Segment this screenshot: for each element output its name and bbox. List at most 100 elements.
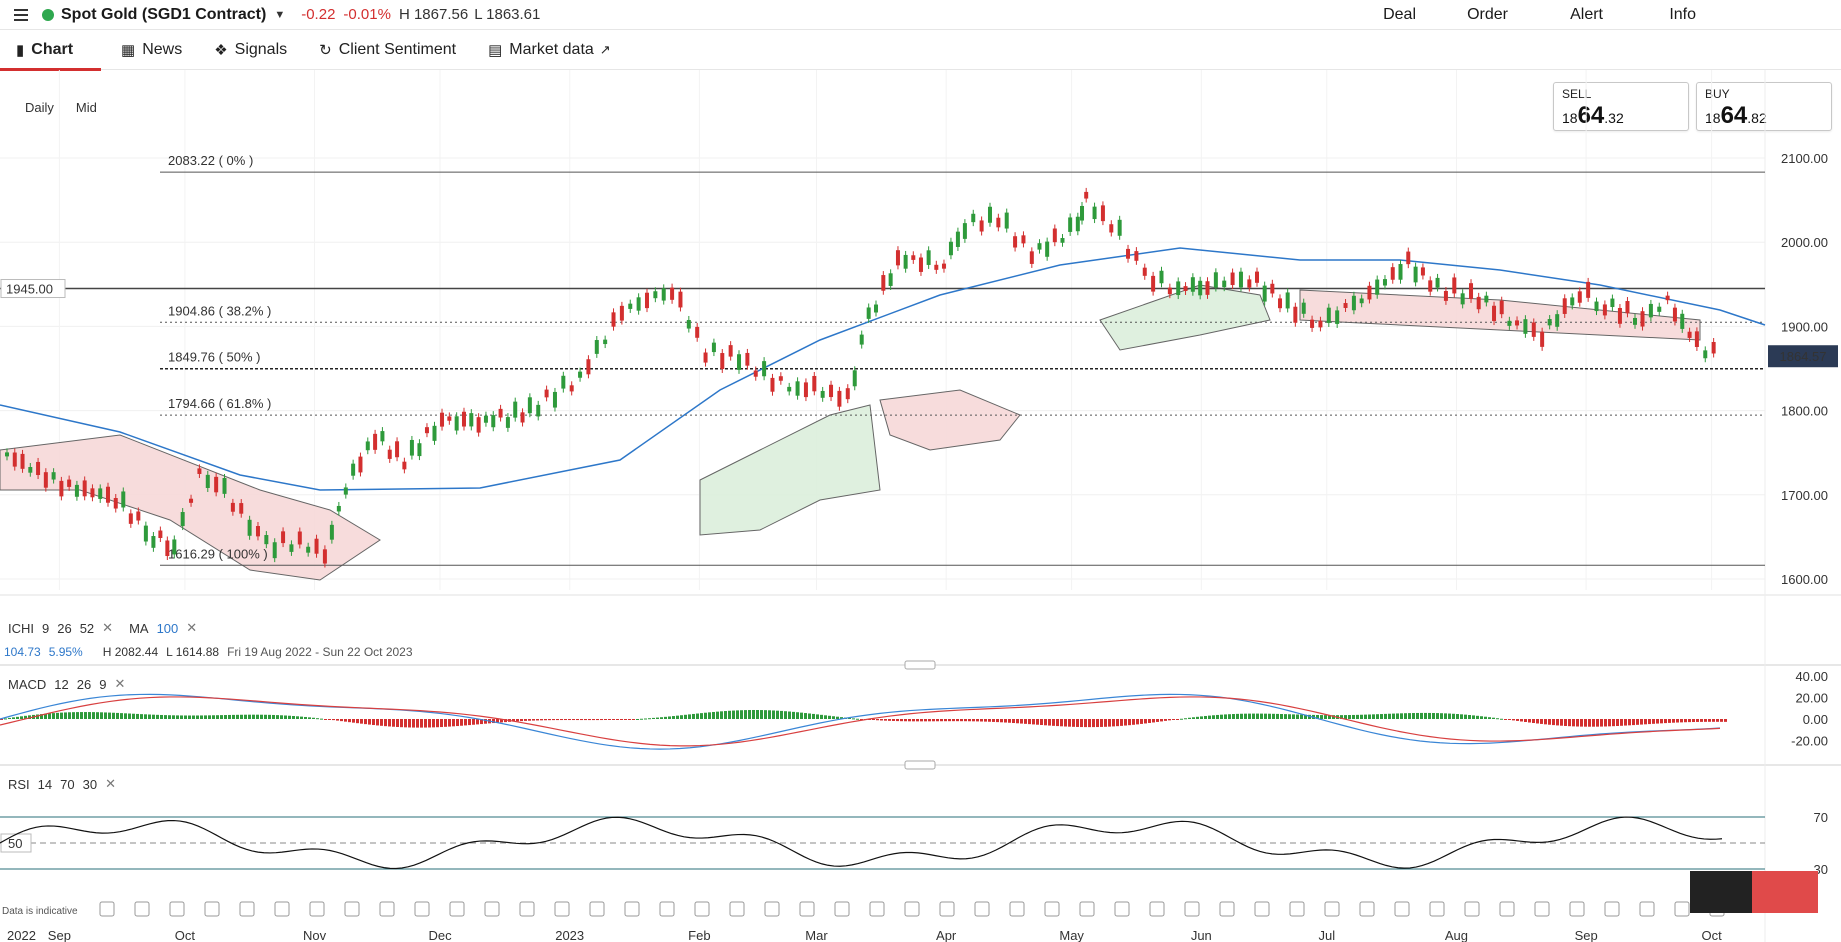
macd-histogram-bar — [1468, 715, 1471, 719]
candle-up — [98, 488, 103, 499]
macd-histogram-bar — [668, 716, 671, 719]
tab-client-sentiment[interactable]: ↻ Client Sentiment — [303, 30, 472, 70]
candle-down — [895, 250, 900, 266]
macd-histogram-bar — [1320, 715, 1323, 719]
candle-up — [987, 206, 992, 223]
chevron-down-icon[interactable]: ▼ — [274, 8, 286, 21]
macd-histogram-bar — [52, 713, 55, 719]
calendar-event-icon — [974, 901, 990, 917]
alert-button[interactable]: Alert — [1570, 5, 1603, 23]
macd-histogram-bar — [1264, 713, 1267, 719]
sell-quote-button[interactable]: SELL 1864.32 — [1553, 82, 1689, 131]
tab-label: Market data — [509, 40, 594, 58]
macd-histogram-bar — [404, 719, 407, 728]
macd-histogram-bar — [116, 712, 119, 719]
tab-signals[interactable]: ❖ Signals — [198, 30, 303, 70]
macd-histogram-bar — [776, 710, 779, 719]
calendar-event-icon — [764, 901, 780, 917]
candle-down — [1586, 281, 1591, 298]
instrument-name[interactable]: Spot Gold (SGD1 Contract) — [61, 5, 267, 23]
candle-up — [121, 491, 126, 508]
macd-histogram-bar — [1500, 718, 1503, 720]
price-chart[interactable]: 2083.22 ( 0% ) 1904.86 ( 38.2% ) 1849.76 (… — [0, 70, 1841, 942]
macd-histogram-bar — [1360, 714, 1363, 719]
candle-up — [636, 297, 641, 311]
macd-histogram-bar — [212, 715, 215, 719]
candle-down — [1665, 295, 1670, 301]
signal-icon: ❖ — [214, 41, 228, 59]
remove-ichi-icon[interactable]: ✕ — [102, 620, 114, 635]
candle-up — [491, 415, 496, 428]
candle-down — [281, 531, 286, 544]
macd-histogram-bar — [1704, 719, 1707, 722]
macd-histogram-bar — [504, 719, 507, 723]
calendar-event-icon — [624, 901, 640, 917]
macd-histogram-bar — [24, 715, 27, 719]
candle-down — [1109, 224, 1114, 233]
macd-histogram-bar — [232, 714, 235, 719]
calendar-event-icon — [694, 901, 710, 917]
candle-down — [402, 461, 407, 470]
macd-histogram-bar — [1280, 714, 1283, 719]
macd-histogram-bar — [492, 719, 495, 724]
candle-up — [762, 361, 767, 377]
deal-button[interactable]: Deal — [1383, 5, 1416, 23]
candle-down — [569, 385, 574, 392]
price-tick-label: 2000.00 — [1781, 235, 1828, 250]
macd-histogram-bar — [1572, 719, 1575, 727]
macd-histogram-bar — [592, 719, 595, 721]
macd-histogram-bar — [1352, 714, 1355, 719]
info-button[interactable]: Info — [1669, 5, 1696, 23]
remove-ma-icon[interactable]: ✕ — [186, 620, 198, 635]
price-type-dropdown[interactable]: Mid — [75, 100, 97, 115]
macd-histogram-bar — [976, 719, 979, 722]
external-link-icon: ↗ — [599, 41, 611, 57]
macd-histogram-bar — [1200, 716, 1203, 719]
candle-up — [74, 484, 79, 497]
macd-histogram-bar — [1716, 719, 1719, 722]
macd-histogram-bar — [1564, 719, 1567, 726]
macd-histogram-bar — [56, 712, 59, 719]
macd-histogram-bar — [1324, 715, 1327, 719]
calendar-icon: ▤ — [488, 41, 503, 59]
macd-histogram-bar — [588, 719, 591, 721]
calendar-event-icon — [1429, 901, 1445, 917]
tab-market-data[interactable]: ▤ Market data ↗ — [472, 30, 627, 70]
candle-up — [1359, 298, 1364, 304]
macd-histogram-bar — [540, 719, 543, 721]
calendar-event-icon — [554, 901, 570, 917]
price-tick-label: 1700.00 — [1781, 488, 1828, 503]
macd-histogram-bar — [1332, 715, 1335, 719]
macd-histogram-bar — [476, 719, 479, 725]
macd-histogram-bar — [872, 719, 875, 721]
calendar-event-icon — [1114, 901, 1130, 917]
hamburger-menu-icon[interactable] — [14, 8, 28, 21]
candle-up — [222, 478, 227, 494]
calendar-event-icon — [169, 901, 185, 917]
tab-news[interactable]: ▦ News — [105, 30, 198, 70]
macd-histogram-bar — [1524, 719, 1527, 722]
macd-histogram-bar — [1372, 714, 1375, 719]
macd-histogram-bar — [648, 718, 651, 720]
macd-histogram-bar — [796, 712, 799, 719]
cloud-region — [1099, 284, 1271, 351]
remove-macd-icon[interactable]: ✕ — [114, 676, 126, 691]
tab-chart[interactable]: ▮​ Chart — [0, 30, 101, 71]
candle-down — [1531, 322, 1536, 337]
macd-histogram-bar — [1192, 717, 1195, 719]
macd-histogram-bar — [572, 719, 575, 721]
macd-histogram-bar — [968, 719, 971, 722]
macd-histogram-bar — [1076, 719, 1079, 727]
buy-quote-button[interactable]: BUY 1864.82 — [1696, 82, 1832, 131]
macd-histogram-bar — [756, 710, 759, 719]
period-dropdown[interactable]: Daily — [25, 100, 54, 115]
macd-histogram-bar — [1444, 713, 1447, 719]
macd-histogram-bar — [396, 719, 399, 727]
macd-histogram-bar — [896, 719, 899, 722]
remove-rsi-icon[interactable]: ✕ — [105, 776, 116, 791]
macd-histogram-bar — [1380, 714, 1383, 719]
calendar-event-icon — [204, 901, 220, 917]
candle-down — [105, 486, 110, 503]
macd-histogram-bar — [1384, 713, 1387, 719]
order-button[interactable]: Order — [1467, 5, 1508, 23]
